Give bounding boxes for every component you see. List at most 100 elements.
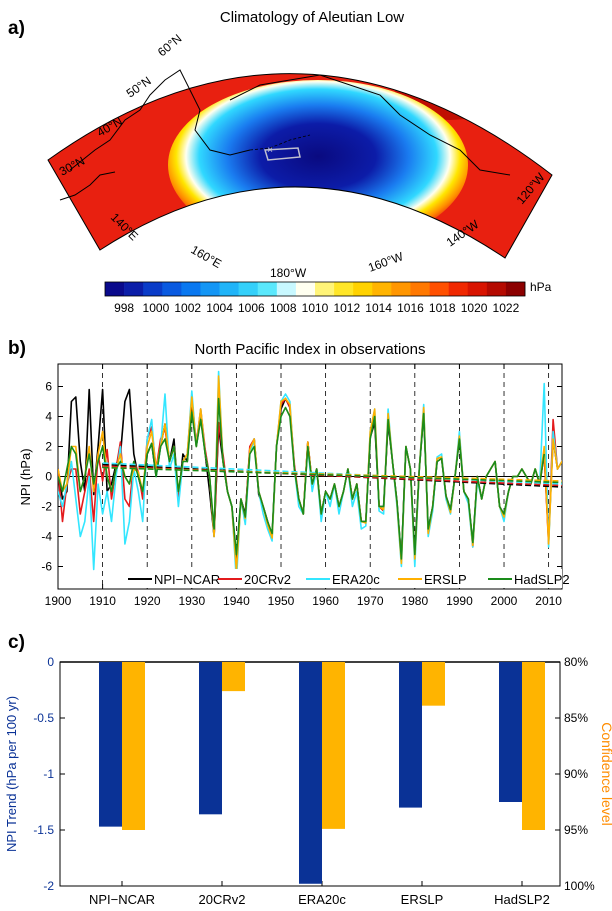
confidence-bar [122, 662, 145, 830]
left-y-tick-label: 0 [47, 655, 54, 669]
right-y-tick-label: 90% [564, 767, 588, 781]
colorbar-swatch [181, 282, 201, 296]
npi-x-tick-label: 1960 [312, 594, 339, 608]
colorbar-swatch [353, 282, 373, 296]
lon-label-180w: 180°W [270, 266, 307, 280]
panel-b-title: North Pacific Index in observations [195, 341, 426, 358]
colorbar-tick-label: 1002 [174, 301, 201, 315]
colorbar-tick-label: 1012 [333, 301, 360, 315]
trend-bars [99, 662, 545, 884]
colorbar-outline [104, 281, 526, 297]
panel-b: b) North Pacific Index in observations 1… [8, 338, 570, 608]
legend-label: NPI−NCAR [154, 572, 220, 587]
confidence-bar [222, 662, 245, 692]
panel-c: c) 0 -0.5 -1 -1.5 -2 80% 85% 90% 95% 100% NPI−NCAR… [4, 632, 612, 907]
trend-bar [499, 662, 522, 802]
colorbar-swatch [219, 282, 239, 296]
colorbar-swatch [315, 282, 335, 296]
npi-x-tick-label: 1980 [401, 594, 428, 608]
colorbar-swatch [334, 282, 354, 296]
panel-c-label: c) [8, 632, 25, 653]
panel-a: a) Climatology of Aleutian Low × 60°N 50… [8, 9, 553, 315]
legend-label: ERA20c [332, 572, 380, 587]
colorbar-swatch [391, 282, 411, 296]
colorbar-tick-label: 1010 [302, 301, 329, 315]
panel-b-label: b) [8, 338, 26, 359]
colorbar-tick-label: 1016 [397, 301, 424, 315]
colorbar: 998 1000 1002 1004 1006 1008 1010 1012 1014 1016 1… [104, 281, 526, 315]
left-y-tick-label: -2 [43, 879, 54, 893]
colorbar-tick-label: 1020 [461, 301, 488, 315]
left-y-tick-label: -0.5 [33, 711, 54, 725]
colorbar-swatch [505, 282, 526, 296]
legend-label: HadSLP2 [514, 572, 570, 587]
map-coastline-alaska [229, 74, 511, 176]
legend-label: 20CRv2 [244, 572, 291, 587]
npi-x-tick-label: 1910 [89, 594, 116, 608]
npi-y-tick-label: 0 [45, 470, 52, 484]
left-y-tick-label: -1 [43, 767, 54, 781]
npi-x-tick-label: 2000 [491, 594, 518, 608]
npi-x-tick-label: 2010 [535, 594, 562, 608]
colorbar-tick-label: 998 [114, 301, 134, 315]
npi-y-tick-label: -6 [41, 560, 52, 574]
confidence-bar [522, 662, 545, 830]
npi-legend: NPI−NCAR 20CRv2 ERA20c ERSLP HadSLP2 [122, 569, 570, 588]
npi-y-tick-label: -2 [41, 500, 52, 514]
lon-label-160w: 160°W [366, 249, 405, 275]
trend-bar [299, 662, 322, 884]
panel-a-label: a) [8, 18, 25, 39]
colorbar-unit: hPa [530, 280, 552, 294]
colorbar-tick-label: 1008 [270, 301, 297, 315]
trend-y-axis-label: NPI Trend (hPa per 100 yr) [4, 696, 19, 852]
npi-y-tick-label: 4 [45, 410, 52, 424]
aleutian-low-map: × 60°N 50°N 40°N 30°N 140°E 160°E 180°W … [47, 31, 553, 280]
colorbar-swatch [486, 282, 507, 296]
confidence-bar [322, 662, 345, 829]
trend-category-label: NPI−NCAR [89, 892, 155, 907]
colorbar-swatch [372, 282, 392, 296]
colorbar-tick-label: 1000 [143, 301, 170, 315]
map-aleutian-islands [249, 134, 311, 151]
colorbar-tick-label: 1006 [238, 301, 265, 315]
npi-x-tick-label: 1990 [446, 594, 473, 608]
npi-x-tick-label: 1930 [178, 594, 205, 608]
map-coastline-asia [69, 69, 251, 171]
map-deep-red-patch-nw [180, 73, 340, 75]
legend-background [122, 569, 562, 588]
colorbar-swatch [429, 282, 449, 296]
npi-y-tick-label: 2 [45, 440, 52, 454]
right-y-tick-label: 100% [564, 879, 595, 893]
lon-label-160e: 160°E [189, 242, 224, 271]
panel-a-title: Climatology of Aleutian Low [220, 9, 404, 26]
lat-label-60n: 60°N [155, 31, 185, 59]
npi-x-tick-label: 1970 [357, 594, 384, 608]
colorbar-swatch [124, 282, 144, 296]
colorbar-swatch [410, 282, 430, 296]
confidence-bar [422, 662, 445, 706]
map-fan-outline [47, 73, 553, 259]
npi-x-tick-label: 1920 [134, 594, 161, 608]
right-y-tick-label: 80% [564, 655, 588, 669]
map-orange-band-south [120, 232, 480, 258]
colorbar-tick-label: 1014 [365, 301, 392, 315]
npi-x-tick-label: 1900 [45, 594, 72, 608]
colorbar-tick-label: 1004 [206, 301, 233, 315]
map-low-pressure-field [168, 80, 468, 250]
colorbar-swatch [238, 282, 259, 296]
map-cross-marker: × [267, 145, 273, 156]
trend-category-label: ERSLP [401, 892, 444, 907]
trend-category-label: HadSLP2 [494, 892, 550, 907]
legend-label: ERSLP [424, 572, 467, 587]
npi-trend-line [102, 466, 562, 484]
colorbar-swatch [276, 282, 297, 296]
colorbar-swatch [143, 282, 163, 296]
trend-category-label: ERA20c [298, 892, 346, 907]
colorbar-swatch [295, 282, 316, 296]
colorbar-swatch [200, 282, 220, 296]
left-y-tick-label: -1.5 [33, 823, 54, 837]
colorbar-swatch [448, 282, 469, 296]
map-coastline-japan [59, 171, 116, 201]
trend-bar [399, 662, 422, 808]
map-aleutian-low-contour [264, 147, 301, 161]
